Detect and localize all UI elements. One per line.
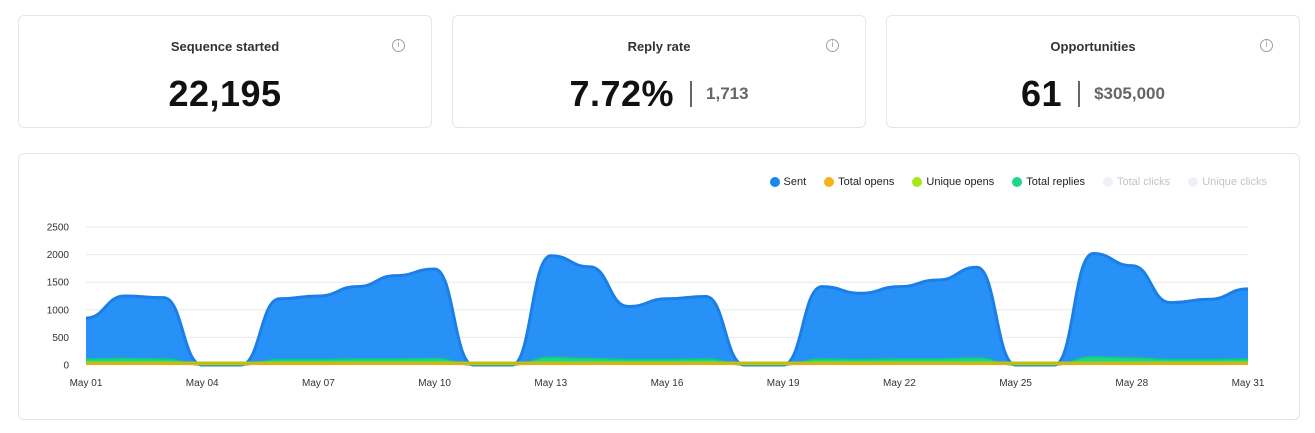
divider [690, 81, 693, 107]
legend-label: Unique clicks [1202, 176, 1267, 188]
stat-title: Reply rate [627, 39, 691, 54]
x-tick-label: May 31 [1232, 378, 1265, 389]
stat-sub-value: 1,713 [706, 84, 749, 103]
stat-metric-row: 22,195 [19, 71, 431, 117]
x-tick-label: May 16 [651, 378, 684, 389]
legend-dot [1012, 177, 1023, 187]
y-tick-label: 0 [63, 361, 69, 372]
y-tick-label: 2000 [47, 250, 70, 261]
x-tick-label: May 13 [534, 378, 567, 389]
legend-item-total-replies[interactable]: Total replies [1012, 176, 1085, 188]
legend-item-sent[interactable]: Sent [769, 176, 807, 188]
y-tick-label: 500 [52, 333, 69, 344]
stat-card-opportunities: Opportunities i 61 $305,000 [886, 15, 1300, 128]
x-tick-label: May 10 [418, 378, 451, 389]
x-tick-label: May 25 [999, 378, 1032, 389]
info-icon[interactable]: i [392, 39, 405, 52]
legend-item-total-clicks[interactable]: Total clicks [1103, 176, 1170, 188]
legend-dot [912, 177, 923, 187]
stat-metric-row: 7.72% 1,713 [453, 71, 865, 117]
y-tick-label: 2500 [47, 223, 70, 234]
divider [1078, 81, 1081, 107]
stat-sub-value: $305,000 [1094, 84, 1165, 103]
x-tick-label: May 07 [302, 378, 335, 389]
stat-value: 61 [1021, 73, 1063, 114]
y-tick-label: 1500 [47, 278, 70, 289]
legend-dot [824, 177, 835, 187]
x-tick-label: May 01 [70, 378, 103, 389]
x-tick-label: May 22 [883, 378, 916, 389]
stat-card-sequence-started: Sequence started i 22,195 [18, 15, 432, 128]
stat-card-reply-rate: Reply rate i 7.72% 1,713 [452, 15, 866, 128]
legend-dot [1188, 177, 1199, 187]
legend-label: Total clicks [1117, 176, 1171, 188]
legend-item-total-opens[interactable]: Total opens [824, 176, 894, 188]
legend-item-unique-opens[interactable]: Unique opens [912, 176, 994, 188]
stat-metric-row: 61 $305,000 [887, 71, 1299, 117]
legend-label: Unique opens [926, 176, 995, 188]
y-tick-label: 1000 [47, 305, 70, 316]
stat-value: 7.72% [569, 73, 675, 114]
x-tick-label: May 28 [1115, 378, 1148, 389]
legend-label: Sent [783, 176, 807, 188]
stat-title: Opportunities [1050, 39, 1136, 54]
info-icon[interactable]: i [1260, 39, 1273, 52]
legend-item-unique-clicks[interactable]: Unique clicks [1188, 176, 1267, 188]
stat-value: 22,195 [168, 73, 282, 114]
chart-legend: Sent Total opens Unique opens Total repl… [769, 176, 1267, 188]
legend-dot [769, 177, 780, 187]
legend-dot [1103, 177, 1113, 187]
stat-title: Sequence started [170, 39, 280, 54]
legend-label: Total replies [1026, 176, 1085, 188]
info-icon[interactable]: i [826, 39, 839, 52]
x-tick-label: May 04 [186, 378, 219, 389]
legend-label: Total opens [838, 176, 895, 188]
x-tick-label: May 19 [767, 378, 800, 389]
